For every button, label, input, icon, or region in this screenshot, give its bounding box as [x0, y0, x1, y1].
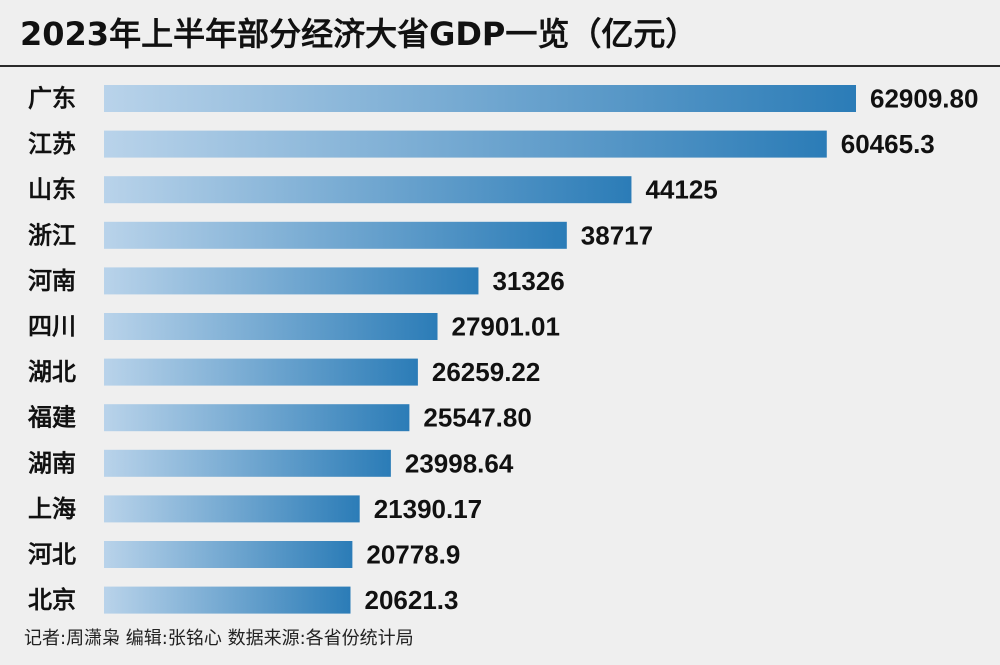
credit-line: 记者:周潇枭 编辑:张铭心 数据来源:各省份统计局: [24, 628, 414, 649]
value-label: 26259.22: [432, 357, 540, 387]
category-label: 江苏: [28, 130, 76, 158]
bar: [104, 404, 410, 432]
category-label: 河北: [28, 541, 76, 569]
category-label: 湖北: [28, 358, 76, 386]
bar: [104, 358, 418, 386]
category-label: 广东: [28, 85, 76, 113]
value-label: 38717: [581, 220, 653, 250]
bar: [104, 541, 353, 568]
title-divider: [0, 65, 1000, 67]
bar: [104, 267, 479, 295]
value-label: 44125: [645, 175, 717, 205]
bar: [104, 221, 567, 249]
bar: [104, 586, 351, 614]
bar: [104, 313, 438, 340]
value-label: 21390.17: [374, 494, 482, 524]
value-label: 60465.3: [841, 129, 935, 159]
bar: [104, 495, 360, 523]
value-label: 31326: [492, 266, 564, 296]
category-label: 北京: [28, 586, 76, 614]
bar: [104, 176, 632, 204]
chart-title: 2023年上半年部分经济大省GDP一览（亿元）: [20, 15, 698, 53]
category-label: 四川: [28, 313, 76, 341]
value-label: 27901.01: [452, 312, 560, 342]
bar: [104, 449, 391, 477]
category-label: 湖南: [28, 449, 76, 477]
bar: [104, 130, 827, 158]
category-label: 河南: [28, 267, 76, 295]
category-label: 山东: [28, 176, 76, 204]
value-label: 23998.64: [405, 448, 514, 478]
value-label: 62909.80: [870, 84, 978, 114]
value-label: 20778.9: [366, 540, 460, 570]
category-label: 福建: [27, 404, 76, 432]
bar: [104, 85, 856, 112]
value-label: 20621.3: [364, 585, 458, 615]
category-label: 上海: [28, 495, 76, 523]
category-label: 浙江: [28, 221, 76, 249]
value-label: 25547.80: [423, 403, 531, 433]
